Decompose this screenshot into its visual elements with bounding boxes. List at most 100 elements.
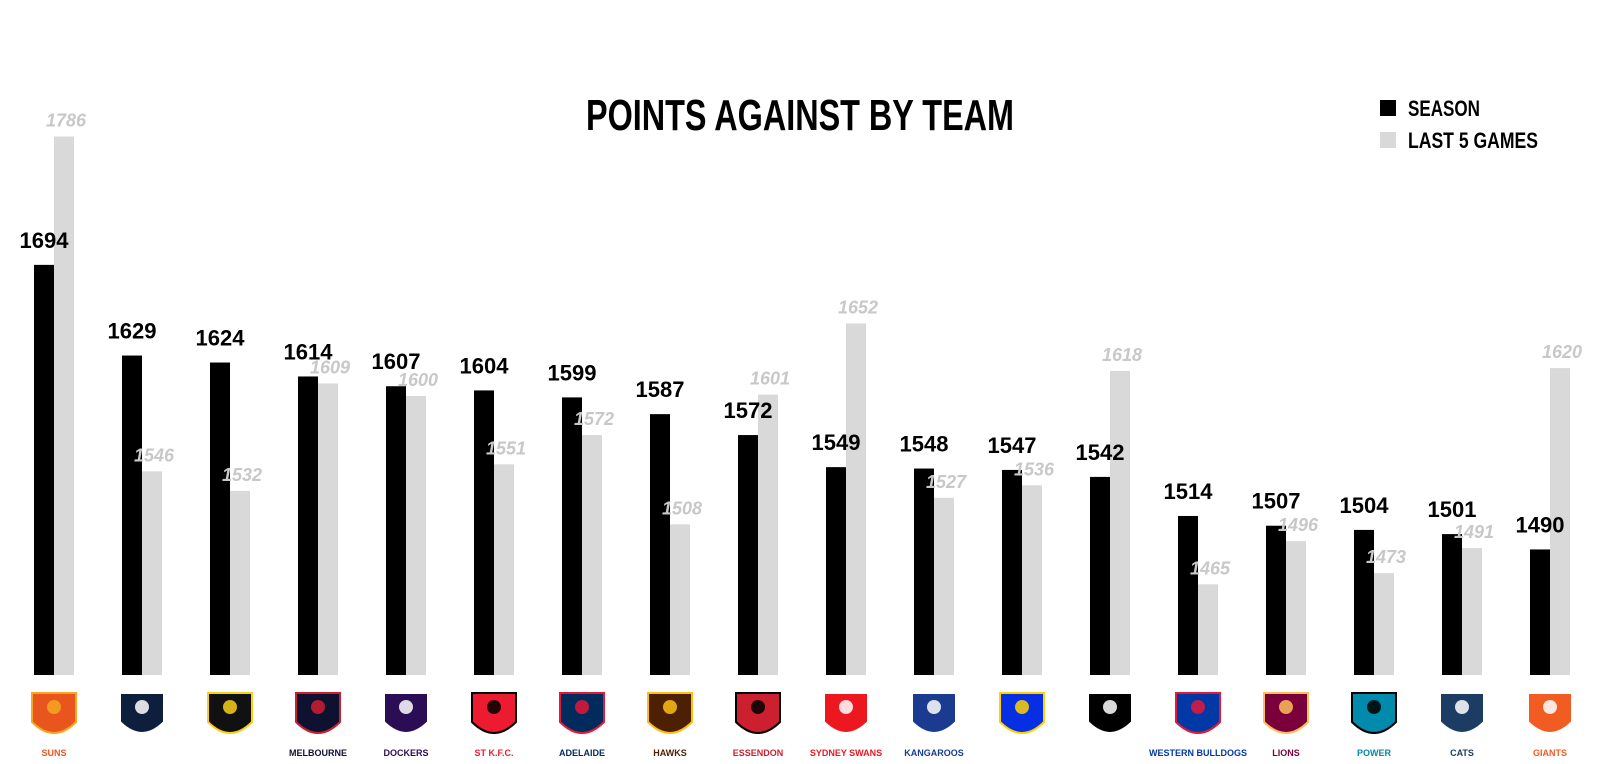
- bar-season-4: [386, 386, 406, 675]
- bar-last5-10: [934, 497, 954, 675]
- legend-swatch-last5: [1380, 132, 1396, 148]
- legend-swatch-season: [1380, 100, 1396, 116]
- label-season-6: 1599: [548, 360, 597, 385]
- label-last5-13: 1465: [1190, 558, 1231, 578]
- gws-logo-icon: GIANTS: [1527, 692, 1573, 758]
- essendon-logo-icon: ESSENDON: [733, 692, 783, 758]
- bar-season-16: [1442, 534, 1462, 675]
- richmond-logo-icon: [207, 692, 253, 734]
- svg-text:GIANTS: GIANTS: [1533, 748, 1567, 758]
- chart-title: POINTS AGAINST BY TEAM: [586, 91, 1014, 140]
- svg-text:SYDNEY SWANS: SYDNEY SWANS: [810, 748, 882, 758]
- svg-text:CATS: CATS: [1450, 748, 1474, 758]
- svg-text:LIONS: LIONS: [1272, 748, 1300, 758]
- bar-season-5: [474, 390, 494, 675]
- svg-text:SUNS: SUNS: [41, 748, 66, 758]
- bar-season-6: [562, 397, 582, 675]
- svg-text:DOCKERS: DOCKERS: [383, 748, 428, 758]
- label-last5-16: 1491: [1454, 522, 1494, 542]
- label-season-9: 1549: [812, 430, 861, 455]
- bar-season-11: [1002, 469, 1022, 675]
- bar-season-2: [210, 362, 230, 675]
- label-last5-15: 1473: [1366, 547, 1406, 567]
- bar-last5-9: [846, 323, 866, 675]
- bar-season-14: [1266, 525, 1286, 675]
- bulldogs-logo-icon: WESTERN BULLDOGS: [1149, 692, 1247, 758]
- carlton-logo-icon: [119, 692, 165, 734]
- bar-last5-14: [1286, 541, 1306, 675]
- label-season-3: 1614: [284, 339, 334, 364]
- bar-season-8: [738, 435, 758, 675]
- label-season-11: 1547: [988, 433, 1037, 458]
- label-last5-7: 1508: [662, 498, 702, 518]
- label-last5-8: 1601: [750, 369, 790, 389]
- bar-season-17: [1530, 549, 1550, 675]
- svg-text:POWER: POWER: [1357, 748, 1392, 758]
- portadelaide-logo-icon: POWER: [1351, 692, 1397, 758]
- label-last5-9: 1652: [838, 297, 878, 317]
- label-last5-4: 1600: [398, 370, 438, 390]
- bar-last5-4: [406, 396, 426, 675]
- label-last5-5: 1551: [486, 438, 526, 458]
- svg-text:HAWKS: HAWKS: [653, 748, 687, 758]
- label-last5-17: 1620: [1542, 342, 1582, 362]
- bar-last5-13: [1198, 584, 1218, 675]
- bar-last5-12: [1110, 370, 1130, 675]
- bar-last5-2: [230, 490, 250, 675]
- bar-season-15: [1354, 529, 1374, 675]
- label-last5-10: 1527: [926, 472, 967, 492]
- label-season-1: 1629: [108, 319, 157, 344]
- legend-label-season: SEASON: [1408, 96, 1480, 121]
- label-season-2: 1624: [196, 326, 246, 351]
- logos-group: SUNS MELBOURNE DOCKERS ST K.F.C. ADELAIDE HAW…: [31, 692, 1573, 758]
- bar-last5-7: [670, 524, 690, 675]
- suns-logo-icon: SUNS: [31, 692, 77, 758]
- hawthorn-logo-icon: HAWKS: [647, 692, 693, 758]
- bar-last5-0: [54, 136, 74, 675]
- legend: SEASON LAST 5 GAMES: [1380, 96, 1538, 153]
- adelaide-logo-icon: ADELAIDE: [559, 692, 605, 758]
- label-season-14: 1507: [1252, 489, 1301, 514]
- label-season-17: 1490: [1516, 512, 1565, 537]
- bar-last5-11: [1022, 485, 1042, 675]
- bar-last5-17: [1550, 368, 1570, 675]
- label-last5-12: 1618: [1102, 345, 1142, 365]
- melbourne-logo-icon: MELBOURNE: [289, 692, 347, 758]
- bar-season-1: [122, 355, 142, 675]
- bar-season-0: [34, 264, 54, 675]
- svg-text:ADELAIDE: ADELAIDE: [559, 748, 605, 758]
- label-season-13: 1514: [1164, 479, 1214, 504]
- bar-last5-16: [1462, 548, 1482, 675]
- label-last5-0: 1786: [46, 111, 87, 131]
- fremantle-logo-icon: DOCKERS: [383, 692, 429, 758]
- label-last5-2: 1532: [222, 465, 262, 485]
- label-last5-3: 1609: [310, 357, 350, 377]
- sydney-logo-icon: SYDNEY SWANS: [810, 692, 882, 758]
- bar-last5-1: [142, 471, 162, 675]
- bar-season-3: [298, 376, 318, 675]
- svg-text:KANGAROOS: KANGAROOS: [904, 748, 964, 758]
- bar-last5-8: [758, 394, 778, 675]
- bar-last5-6: [582, 435, 602, 675]
- label-season-0: 1694: [20, 228, 70, 253]
- collingwood-logo-icon: [1087, 692, 1133, 734]
- bar-last5-5: [494, 464, 514, 675]
- legend-label-last5: LAST 5 GAMES: [1408, 128, 1538, 153]
- geelong-logo-icon: CATS: [1439, 692, 1485, 758]
- bars-group: [34, 136, 1570, 675]
- label-season-7: 1587: [636, 377, 685, 402]
- svg-text:WESTERN BULLDOGS: WESTERN BULLDOGS: [1149, 748, 1247, 758]
- bar-season-10: [914, 468, 934, 675]
- label-season-16: 1501: [1428, 497, 1477, 522]
- brisbane-logo-icon: LIONS: [1263, 692, 1309, 758]
- label-season-12: 1542: [1076, 440, 1125, 465]
- label-season-8: 1572: [724, 398, 773, 423]
- bar-last5-3: [318, 383, 338, 675]
- label-season-10: 1548: [900, 432, 949, 457]
- label-season-4: 1607: [372, 349, 421, 374]
- label-last5-6: 1572: [574, 409, 614, 429]
- label-last5-14: 1496: [1278, 515, 1319, 535]
- bar-season-9: [826, 467, 846, 675]
